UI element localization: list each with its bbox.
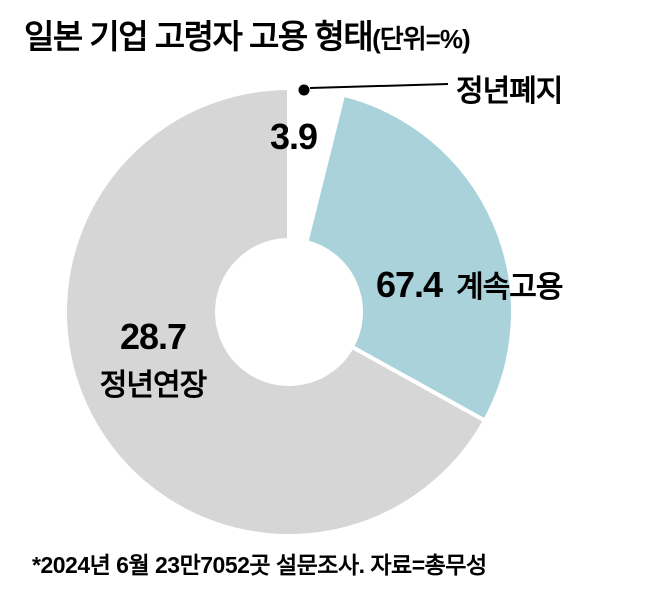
label-extension: 28.7 정년연장 bbox=[86, 316, 220, 404]
callout-line bbox=[309, 83, 449, 89]
slice-extension bbox=[63, 86, 487, 538]
label-extension-value: 28.7 bbox=[119, 316, 187, 357]
label-abolition-value: 3.9 bbox=[270, 116, 318, 157]
label-continued-value: 67.4 bbox=[376, 264, 443, 305]
chart-title-unit: (단위=%) bbox=[372, 24, 470, 54]
chart-title-text: 일본 기업 고령자 고용 형태 bbox=[24, 18, 374, 55]
slice-continued bbox=[304, 92, 515, 423]
source-note: *2024년 6월 23만7052곳 설문조사. 자료=총무성 bbox=[32, 552, 487, 578]
callout-dot bbox=[298, 84, 310, 96]
label-continued-name: 계속고용 bbox=[456, 271, 563, 304]
chart-title: 일본 기업 고령자 고용 형태 (단위=%) bbox=[24, 10, 471, 58]
label-continued: 67.4 계속고용 bbox=[376, 262, 563, 306]
label-abolition-name: 정년폐지 bbox=[456, 75, 563, 108]
label-extension-name: 정년연장 bbox=[99, 369, 207, 402]
donut-slices bbox=[63, 86, 515, 538]
